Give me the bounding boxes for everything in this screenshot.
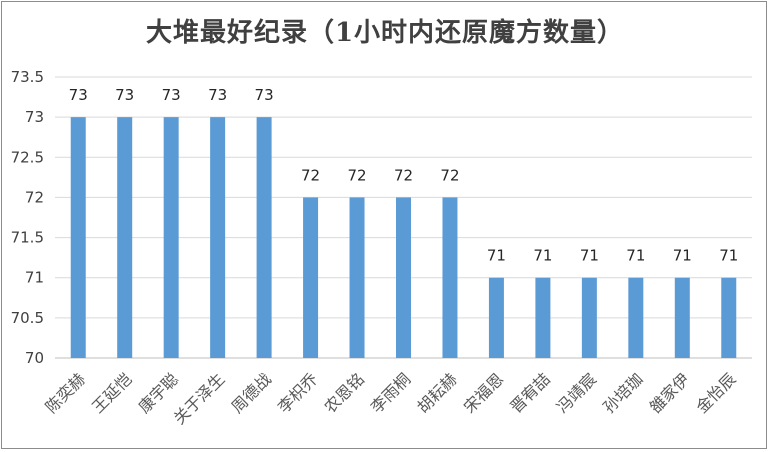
data-labels: 73 73 73 73 73 72 72 72 72 71 71 71 71 71 71 — [69, 86, 739, 265]
y-tick-label: 72 — [25, 188, 44, 206]
bar — [70, 117, 86, 359]
x-tick-label: 陈奕赫 — [42, 369, 89, 416]
x-tick-label: 农恩铭 — [320, 369, 367, 416]
data-label: 71 — [487, 247, 506, 265]
data-label: 73 — [69, 86, 88, 104]
bar — [674, 277, 690, 358]
data-label: 73 — [162, 86, 181, 104]
x-tick-label: 晋宥喆 — [506, 369, 553, 416]
x-tick-label: 冯靖宸 — [553, 369, 600, 416]
y-tick-label: 73.5 — [11, 68, 44, 86]
x-tick-label: 周德战 — [228, 369, 275, 416]
y-tick-label: 70 — [25, 349, 44, 367]
x-tick-label: 李枳乔 — [274, 369, 321, 416]
data-label: 71 — [533, 247, 552, 265]
y-axis-ticks: 70 70.5 71 71.5 72 72.5 73 73.5 — [11, 68, 44, 367]
y-tick-label: 73 — [25, 108, 44, 126]
bar — [628, 277, 644, 358]
x-tick-label: 关于泽生 — [170, 369, 229, 428]
bar — [535, 277, 551, 358]
bar — [349, 197, 365, 358]
bar — [163, 117, 179, 359]
x-tick-label: 宋福恩 — [460, 369, 507, 416]
x-tick-label: 雒家伊 — [646, 369, 693, 416]
bar — [581, 277, 597, 358]
data-label: 72 — [301, 166, 320, 184]
data-label: 73 — [208, 86, 227, 104]
data-label: 73 — [255, 86, 274, 104]
bar — [256, 117, 272, 359]
y-tick-label: 71.5 — [11, 229, 44, 247]
bar — [488, 277, 504, 358]
data-label: 71 — [673, 247, 692, 265]
data-label: 72 — [394, 166, 413, 184]
x-tick-label: 胡耘赫 — [413, 369, 460, 416]
bar — [396, 197, 411, 358]
bar — [210, 117, 226, 359]
y-tick-label: 72.5 — [11, 148, 44, 166]
chart-title: 大堆最好纪录（1小时内还原魔方数量） — [145, 18, 625, 48]
x-tick-label: 金怡辰 — [692, 369, 739, 416]
y-tick-label: 70.5 — [11, 309, 44, 327]
data-label: 71 — [626, 247, 645, 265]
data-label: 73 — [115, 86, 134, 104]
y-tick-label: 71 — [25, 269, 44, 287]
x-tick-label: 王延恺 — [88, 369, 135, 416]
data-label: 72 — [440, 166, 459, 184]
bars — [70, 117, 737, 359]
bar — [303, 197, 319, 358]
data-label: 71 — [580, 247, 599, 265]
data-label: 72 — [347, 166, 366, 184]
data-label: 71 — [719, 247, 738, 265]
bar — [721, 277, 737, 358]
x-tick-label: 孙培珈 — [599, 369, 646, 416]
bar — [442, 197, 458, 358]
x-tick-label: 李雨桐 — [367, 369, 414, 416]
bar — [117, 117, 133, 359]
